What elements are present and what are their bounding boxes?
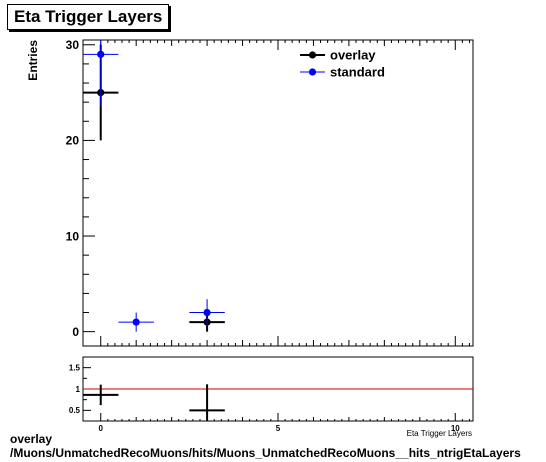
main-y-tick-label: 10 (66, 229, 80, 243)
main-point-1 (203, 308, 211, 317)
main-frame (82, 39, 474, 347)
main-point-1 (97, 50, 105, 58)
main-plot: 0 10 20 30 Entries overlay standard (26, 38, 474, 347)
ratio-y-tick-label: 1 (76, 385, 81, 394)
legend-label-overlay: overlay (330, 48, 376, 63)
ratio-x-tick-label: 10 (451, 424, 460, 433)
main-point-1 (132, 318, 140, 326)
footer-path: /Muons/UnmatchedRecoMuons/hits/Muons_Unm… (10, 446, 521, 460)
legend-marker-overlay (308, 51, 317, 59)
ratio-x-tick-label: 0 (99, 424, 104, 433)
x-axis-label: Eta Trigger Layers (407, 429, 472, 438)
legend-marker-standard (308, 68, 317, 76)
ratio-y-tick-label: 0.5 (69, 406, 81, 415)
ratio-y-tick-label: 1.5 (69, 364, 81, 373)
legend: overlay standard (300, 48, 385, 80)
y-axis-label: Entries (26, 40, 40, 81)
chart-title: Eta Trigger Layers (7, 4, 170, 30)
ratio-plot: 0 5 10 0.5 1 1.5 Eta Trigger Layers (69, 356, 474, 438)
main-y-tick-label: 0 (72, 325, 79, 339)
footer-label: overlay (10, 432, 53, 446)
main-y-tick-label: 30 (66, 38, 80, 52)
main-y-tick-label: 20 (66, 134, 80, 148)
legend-label-standard: standard (330, 65, 385, 80)
ratio-x-tick-label: 5 (276, 424, 281, 433)
